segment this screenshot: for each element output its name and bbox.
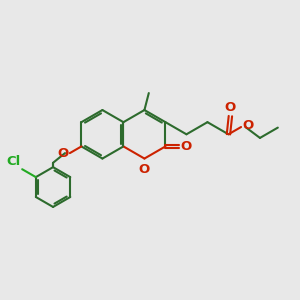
Text: O: O [225, 101, 236, 114]
Text: Cl: Cl [7, 155, 21, 168]
Text: O: O [242, 119, 253, 132]
Text: O: O [180, 140, 191, 153]
Text: O: O [57, 147, 69, 160]
Text: O: O [139, 163, 150, 176]
